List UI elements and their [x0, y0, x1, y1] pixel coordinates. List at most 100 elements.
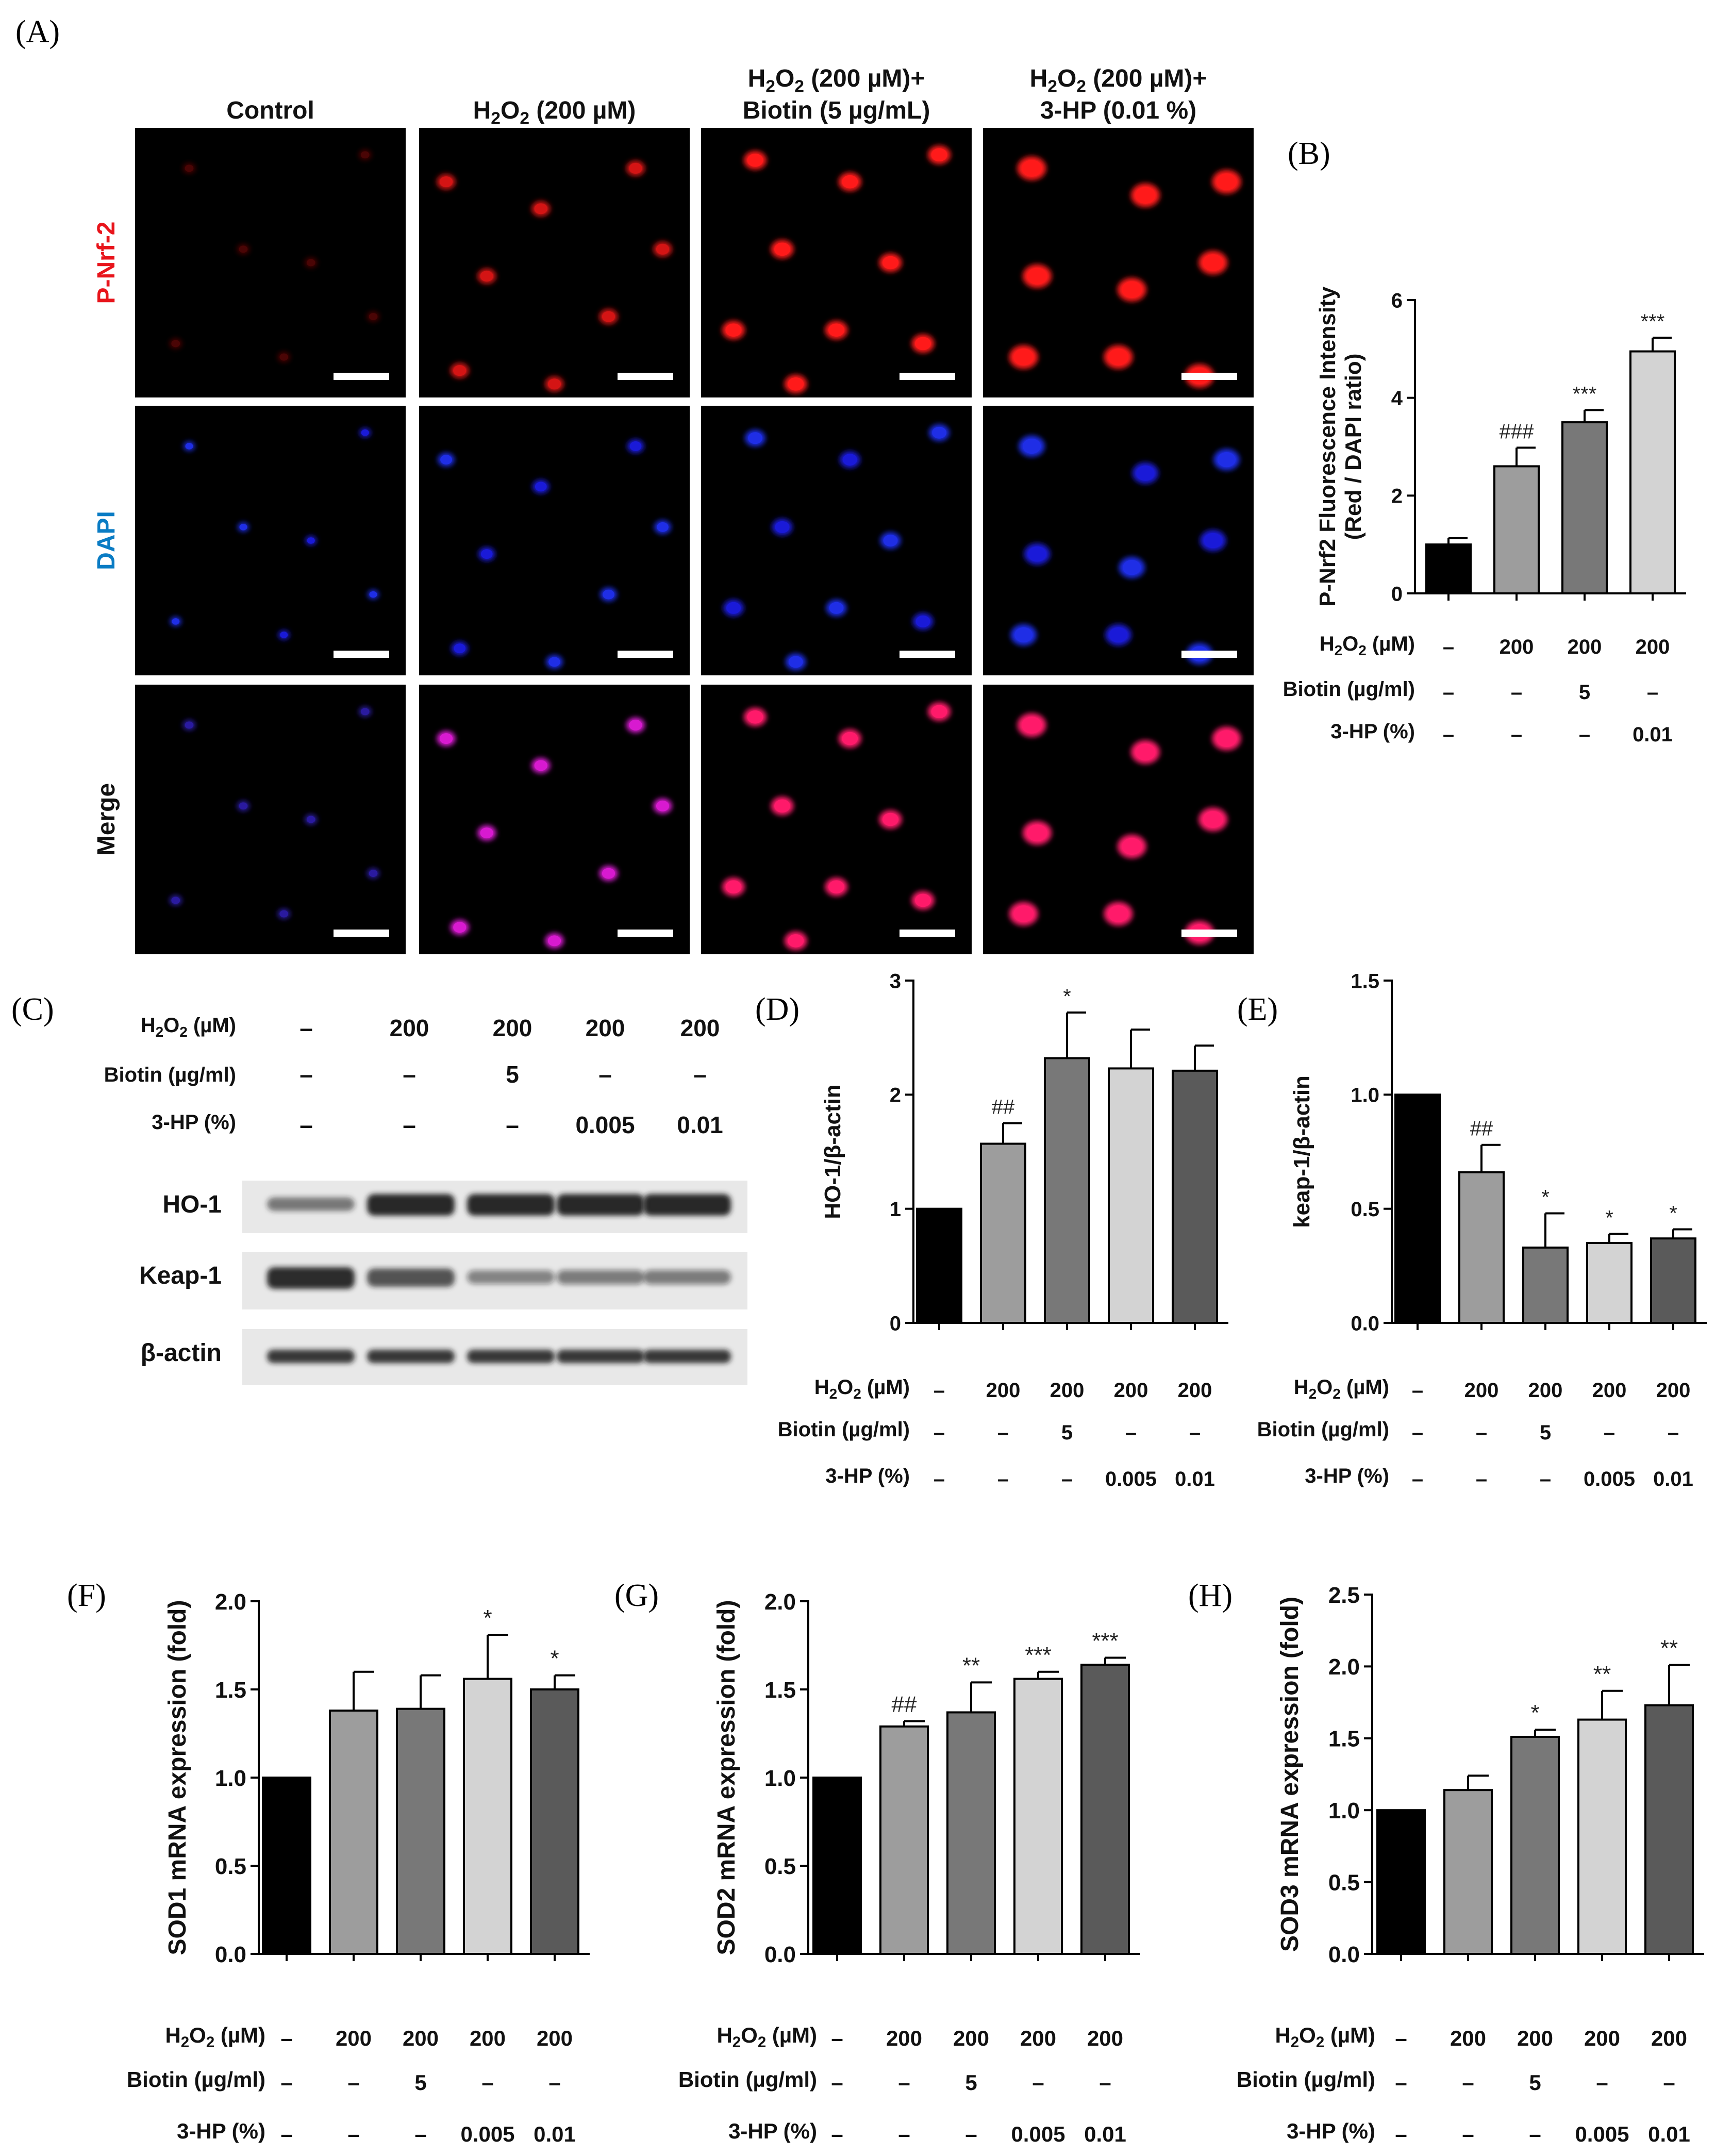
- nucleus-core: [306, 259, 315, 267]
- condition-value: –: [280, 2122, 292, 2146]
- bar: [1425, 543, 1472, 594]
- western-blot-panel: H2O2 (µM) Biotin (µg/ml) 3-HP (%) – 200 200 20…: [104, 1014, 747, 1385]
- nucleus-core: [171, 897, 180, 904]
- significance-mark: ##: [892, 1692, 917, 1717]
- nucleus-core: [454, 643, 466, 654]
- micrograph-tile: [983, 685, 1254, 954]
- condition-value: 0.005: [1011, 2122, 1065, 2146]
- row-label: DAPI: [93, 511, 120, 570]
- nucleus-core: [1123, 560, 1141, 575]
- actin-band: [367, 1350, 455, 1363]
- condition-value: 0.01: [1648, 2122, 1690, 2146]
- micrograph-tile: [419, 406, 690, 675]
- significance-mark: ##: [1470, 1118, 1493, 1140]
- keap1-band: [467, 1270, 555, 1284]
- bar: [530, 1688, 579, 1955]
- nucleus-core: [369, 870, 378, 877]
- nucleus-core: [657, 522, 669, 532]
- nucleus-core: [788, 377, 804, 391]
- nucleus-core: [1108, 905, 1129, 922]
- condition-value: –: [1412, 1379, 1423, 1402]
- condition-value: –: [831, 2070, 843, 2095]
- condition-value: 5: [414, 2070, 426, 2095]
- scale-bar: [618, 373, 673, 380]
- micrograph-tile: [135, 685, 406, 954]
- condition-value: –: [1604, 1421, 1615, 1444]
- y-tick-label: 1.0: [764, 1766, 796, 1791]
- bar: [1080, 1664, 1130, 1955]
- nucleus-core: [726, 602, 741, 614]
- y-tick-label: 0: [1391, 583, 1403, 605]
- nucleus-core: [883, 535, 898, 546]
- blot-condition-value: 0.005: [575, 1112, 635, 1138]
- nucleus-core: [1217, 452, 1236, 468]
- significance-mark: *: [1669, 1202, 1677, 1225]
- tile-background: [419, 685, 690, 954]
- nucleus-core: [369, 591, 377, 598]
- condition-value: 200: [1020, 2026, 1056, 2050]
- condition-value: 5: [1061, 1421, 1073, 1444]
- row-label: P-Nrf-2: [93, 221, 120, 304]
- condition-value: –: [997, 1468, 1009, 1490]
- condition-value: –: [1443, 681, 1454, 704]
- condition-label: H2O2 (µM): [165, 2023, 265, 2051]
- condition-value: 200: [1636, 636, 1670, 658]
- condition-value: 200: [1656, 1379, 1691, 1402]
- blot-condition-value: 200: [586, 1015, 625, 1041]
- condition-label: 3-HP (%): [1330, 720, 1415, 743]
- nucleus-core: [1216, 173, 1237, 190]
- y-tick-label: 0.0: [764, 1942, 796, 1967]
- nucleus-core: [280, 632, 288, 638]
- condition-value: –: [548, 2070, 560, 2095]
- nucleus-core: [842, 732, 858, 745]
- nucleus-core: [239, 524, 247, 530]
- nucleus-core: [185, 164, 194, 172]
- scale-bar: [900, 373, 955, 380]
- blot-condition-value: –: [598, 1061, 612, 1088]
- nucleus-core: [828, 880, 844, 894]
- nucleus-core: [306, 816, 315, 823]
- condition-label: 3-HP (%): [1305, 1465, 1389, 1487]
- nucleus-core: [1013, 905, 1034, 922]
- condition-label: H2O2 (µM): [1320, 633, 1415, 658]
- nucleus-core: [788, 656, 803, 668]
- bar: [396, 1707, 445, 1955]
- nucleus-core: [915, 615, 930, 627]
- y-axis-label: SOD1 mRNA expression (fold): [164, 1600, 191, 1955]
- significance-mark: *: [1541, 1186, 1550, 1209]
- condition-value: –: [1395, 2026, 1407, 2050]
- condition-value: 200: [403, 2026, 439, 2050]
- condition-value: –: [1395, 2122, 1407, 2146]
- nucleus-core: [842, 175, 858, 189]
- condition-value: –: [934, 1468, 945, 1490]
- bar: [980, 1142, 1026, 1324]
- condition-value: –: [1061, 1468, 1073, 1490]
- y-axis-label: P-Nrf2 Fluorescence Intensity: [1315, 286, 1340, 607]
- condition-value: 0.01: [1633, 723, 1673, 746]
- panel-label-g: (G): [614, 1578, 659, 1613]
- nucleus-core: [774, 799, 790, 813]
- nucleus-core: [931, 148, 947, 162]
- bar: [1013, 1678, 1063, 1955]
- ho1-band: [467, 1194, 555, 1216]
- bar: [463, 1678, 512, 1955]
- nucleus-core: [1027, 268, 1047, 285]
- significance-mark: ***: [1573, 383, 1597, 405]
- scale-bar: [1181, 930, 1237, 937]
- y-tick-label: 2.5: [1328, 1583, 1360, 1608]
- y-tick-label: 4: [1391, 387, 1403, 410]
- condition-label: 3-HP (%): [728, 2119, 817, 2143]
- panel-label-a: (A): [15, 14, 60, 49]
- condition-value: 200: [1517, 2026, 1553, 2050]
- blot-condition-value: 5: [506, 1061, 519, 1088]
- condition-value: –: [898, 2122, 910, 2146]
- keap1-band: [557, 1270, 644, 1285]
- condition-value: 200: [1528, 1379, 1563, 1402]
- nucleus-core: [1122, 838, 1142, 855]
- nucleus-core: [534, 760, 547, 771]
- condition-value: –: [1462, 2122, 1474, 2146]
- ho1-band: [557, 1194, 644, 1216]
- bar: [1644, 1704, 1694, 1955]
